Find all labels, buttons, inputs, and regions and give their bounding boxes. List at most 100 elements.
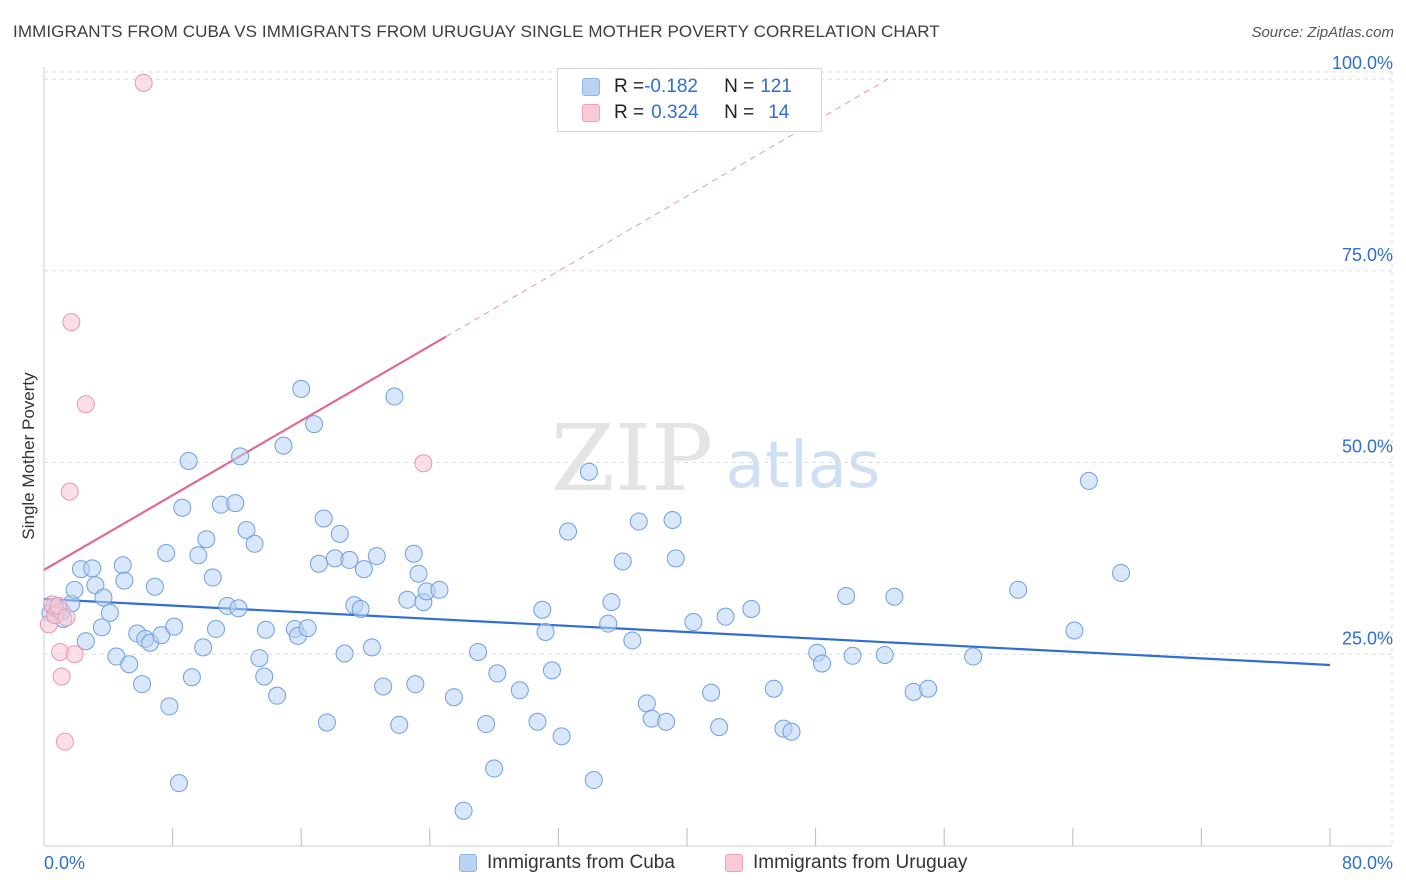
legend-item-cuba[interactable]: Immigrants from Cuba bbox=[459, 852, 675, 874]
cuba-point bbox=[1009, 580, 1028, 599]
cuba-point bbox=[764, 679, 783, 698]
cuba-point bbox=[197, 530, 216, 549]
correlation-legend: R = -0.182 N = 121 R = 0.324 N = 14 bbox=[557, 68, 822, 132]
chart-title: IMMIGRANTS FROM CUBA VS IMMIGRANTS FROM … bbox=[13, 22, 940, 41]
cuba-point bbox=[488, 664, 507, 683]
grid-lines bbox=[44, 71, 1393, 846]
uruguay-point bbox=[60, 482, 79, 501]
cuba-point bbox=[298, 619, 317, 638]
x-tick-label: 0.0% bbox=[44, 853, 85, 873]
cuba-swatch bbox=[582, 78, 600, 96]
cuba-point bbox=[203, 568, 222, 587]
cuba-point bbox=[170, 774, 189, 793]
uruguay-legend-swatch bbox=[725, 854, 743, 872]
legend-n-label: N = bbox=[724, 76, 755, 97]
cuba-point bbox=[742, 599, 761, 618]
cuba-point bbox=[477, 715, 496, 734]
watermark-atlas: atlas bbox=[726, 429, 881, 503]
y-tick-label: 75.0% bbox=[1342, 245, 1393, 265]
cuba-point bbox=[528, 712, 547, 731]
cuba-point bbox=[76, 632, 95, 651]
watermark-zip: ZIP bbox=[551, 405, 713, 512]
axes bbox=[43, 67, 1392, 847]
cuba-point bbox=[454, 801, 473, 820]
trend-lines bbox=[43, 78, 1331, 667]
cuba-point bbox=[409, 564, 428, 583]
y-axis-label: Single Mother Poverty bbox=[19, 372, 38, 540]
uruguay-point bbox=[134, 73, 153, 92]
cuba-point bbox=[623, 631, 642, 650]
cuba-point bbox=[637, 694, 656, 713]
uruguay-point bbox=[55, 732, 74, 751]
tick-labels: 25.0% 50.0% 75.0% 100.0% 0.0% 80.0% bbox=[44, 53, 1393, 873]
cuba-point bbox=[657, 712, 676, 731]
cuba-point bbox=[314, 509, 333, 528]
legend-n-label: N = bbox=[724, 102, 755, 123]
cuba-point bbox=[404, 544, 423, 563]
legend-label-cuba: Immigrants from Cuba bbox=[487, 852, 675, 873]
cuba-point bbox=[559, 522, 578, 541]
cuba-point bbox=[133, 675, 152, 694]
uruguay-swatch bbox=[582, 104, 600, 122]
cuba-point bbox=[207, 619, 226, 638]
legend-r-value-cuba: -0.182 bbox=[644, 76, 698, 97]
cuba-point bbox=[226, 494, 245, 513]
cuba-point bbox=[599, 614, 618, 633]
legend-row-cuba: R = -0.182 N = 121 bbox=[582, 74, 792, 100]
cuba-point bbox=[351, 599, 370, 618]
cuba-point bbox=[406, 675, 425, 694]
legend-item-uruguay[interactable]: Immigrants from Uruguay bbox=[725, 852, 967, 874]
cuba-point bbox=[274, 436, 293, 455]
cuba-point bbox=[602, 593, 621, 612]
cuba-point bbox=[157, 544, 176, 563]
cuba-point bbox=[292, 379, 311, 398]
cuba-point bbox=[113, 556, 132, 575]
cuba-point bbox=[160, 697, 179, 716]
uruguay-point bbox=[414, 454, 433, 473]
legend-n-value-uruguay: 14 bbox=[768, 102, 790, 123]
cuba-legend-swatch bbox=[459, 854, 477, 872]
cuba-point bbox=[919, 679, 938, 698]
cuba-point bbox=[83, 559, 102, 578]
cuba-point bbox=[374, 677, 393, 696]
y-tick-label: 100.0% bbox=[1332, 53, 1393, 73]
cuba-point bbox=[510, 681, 529, 700]
cuba-point bbox=[165, 617, 184, 636]
cuba-point bbox=[145, 577, 164, 596]
cuba-point bbox=[444, 688, 463, 707]
cuba-point bbox=[152, 626, 171, 645]
uruguay-trend-extension bbox=[445, 78, 889, 338]
cuba-point bbox=[255, 667, 274, 686]
cuba-point bbox=[179, 451, 198, 470]
cuba-point bbox=[231, 447, 250, 466]
cuba-point bbox=[94, 588, 113, 607]
cuba-point bbox=[115, 571, 134, 590]
cuba-point bbox=[385, 387, 404, 406]
cuba-point bbox=[843, 646, 862, 665]
uruguay-point bbox=[65, 645, 84, 664]
cuba-point bbox=[875, 646, 894, 665]
legend-row-uruguay: R = 0.324 N = 14 bbox=[582, 100, 789, 126]
cuba-point bbox=[684, 613, 703, 632]
legend-r-label: R = bbox=[614, 102, 645, 123]
cuba-point bbox=[485, 759, 504, 778]
cuba-point bbox=[579, 462, 598, 481]
cuba-point bbox=[335, 644, 354, 663]
cuba-point bbox=[1065, 621, 1084, 640]
y-tick-label: 25.0% bbox=[1342, 628, 1393, 648]
cuba-point bbox=[268, 686, 287, 705]
cuba-point bbox=[552, 727, 571, 746]
cuba-point bbox=[1112, 563, 1131, 582]
cuba-point bbox=[536, 623, 555, 642]
cuba-point bbox=[65, 580, 84, 599]
cuba-point bbox=[837, 586, 856, 605]
cuba-point bbox=[189, 546, 208, 565]
cuba-point bbox=[194, 638, 213, 657]
cuba-point bbox=[362, 638, 381, 657]
legend-n-value-cuba: 121 bbox=[760, 76, 792, 97]
cuba-point bbox=[716, 607, 735, 626]
cuba-point bbox=[629, 512, 648, 531]
cuba-point bbox=[1079, 471, 1098, 490]
uruguay-point bbox=[57, 608, 76, 627]
